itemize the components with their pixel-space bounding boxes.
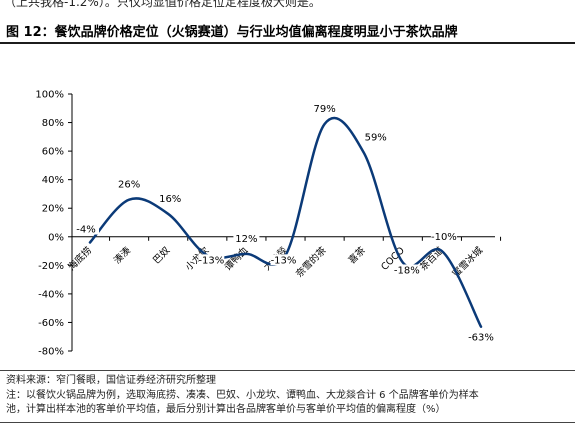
y-tick-label: 80% (42, 118, 64, 129)
data-label-bg (430, 231, 457, 243)
bottom-divider (0, 422, 575, 423)
x-category-label: 奈雪的茶 (293, 244, 329, 280)
note-line-1: 注：以餐饮火锅品牌为例，选取海底捞、凑凑、巴奴、小龙坎、谭鸭血、大龙燚合计 6 … (6, 390, 479, 401)
data-label: -4% (76, 224, 95, 235)
data-label: 79% (313, 104, 335, 115)
data-label-bg (157, 192, 184, 204)
y-tick-label: 40% (42, 175, 64, 186)
data-label-bg (393, 264, 420, 276)
x-category-label: 巴奴 (150, 244, 172, 266)
data-label: 26% (118, 180, 140, 191)
data-label: -13% (271, 255, 297, 266)
data-label: 16% (159, 194, 181, 205)
y-tick-label: 0% (48, 232, 64, 243)
x-category-label: 海底捞 (65, 244, 94, 273)
y-tick-label: 20% (42, 204, 64, 215)
data-label-bg (73, 223, 99, 235)
data-label-bg (198, 254, 225, 266)
y-tick-label: 60% (42, 147, 64, 158)
y-tick-label: -60% (38, 318, 64, 329)
line-chart: 100% 80% 60% 40% 20% 0% -20% -40% -60% -80% 海底捞 湊湊巴… (35, 90, 502, 358)
data-label-bg (270, 254, 297, 266)
data-label-bg (311, 102, 338, 114)
figure-title: 图 12：餐饮品牌价格定位（火锅赛道）与行业均值偏离程度明显小于茶饮品牌 (6, 25, 458, 40)
y-tick-label: 100% (35, 90, 64, 101)
data-label: -13% (198, 255, 224, 266)
source-divider (0, 370, 575, 371)
clipped-previous-text: （上共我格-1.2%）。只仅均显值价格定位定程度极大则是。 (0, 0, 575, 12)
y-tick-label: -20% (38, 261, 64, 272)
data-label: -10% (431, 232, 457, 243)
data-label-bg (116, 178, 143, 190)
y-tick-label: -80% (38, 347, 64, 358)
clipped-previous-line: （上共我格-1.2%）。只仅均显值价格定位定程度极大则是。 (4, 0, 321, 9)
x-category-label: 湊湊 (111, 244, 133, 266)
x-category-label: 喜茶 (346, 244, 368, 266)
note-line-2: 池，计算出样本池的客单价平均值，最后分别计算出各品牌客单价与客单价平均值的偏离程… (6, 404, 446, 415)
data-label: 59% (365, 133, 387, 144)
source-text: 资料来源：窄门餐眼，国信证券经济研究所整理 (6, 375, 216, 386)
data-label-bg (468, 331, 494, 343)
data-label: 12% (235, 234, 257, 245)
data-label: -63% (468, 333, 494, 344)
data-label: -18% (394, 265, 420, 276)
series-line (88, 116, 483, 328)
data-label-bg (362, 131, 389, 143)
data-label-bg (233, 232, 260, 244)
figure-title-bar: 图 12：餐饮品牌价格定位（火锅赛道）与行业均值偏离程度明显小于茶饮品牌 (0, 18, 575, 44)
y-tick-label: -40% (38, 289, 64, 300)
x-category-label: 蜜雪冰城 (450, 244, 486, 280)
x-category-label: 谭鸭血 (222, 244, 251, 273)
